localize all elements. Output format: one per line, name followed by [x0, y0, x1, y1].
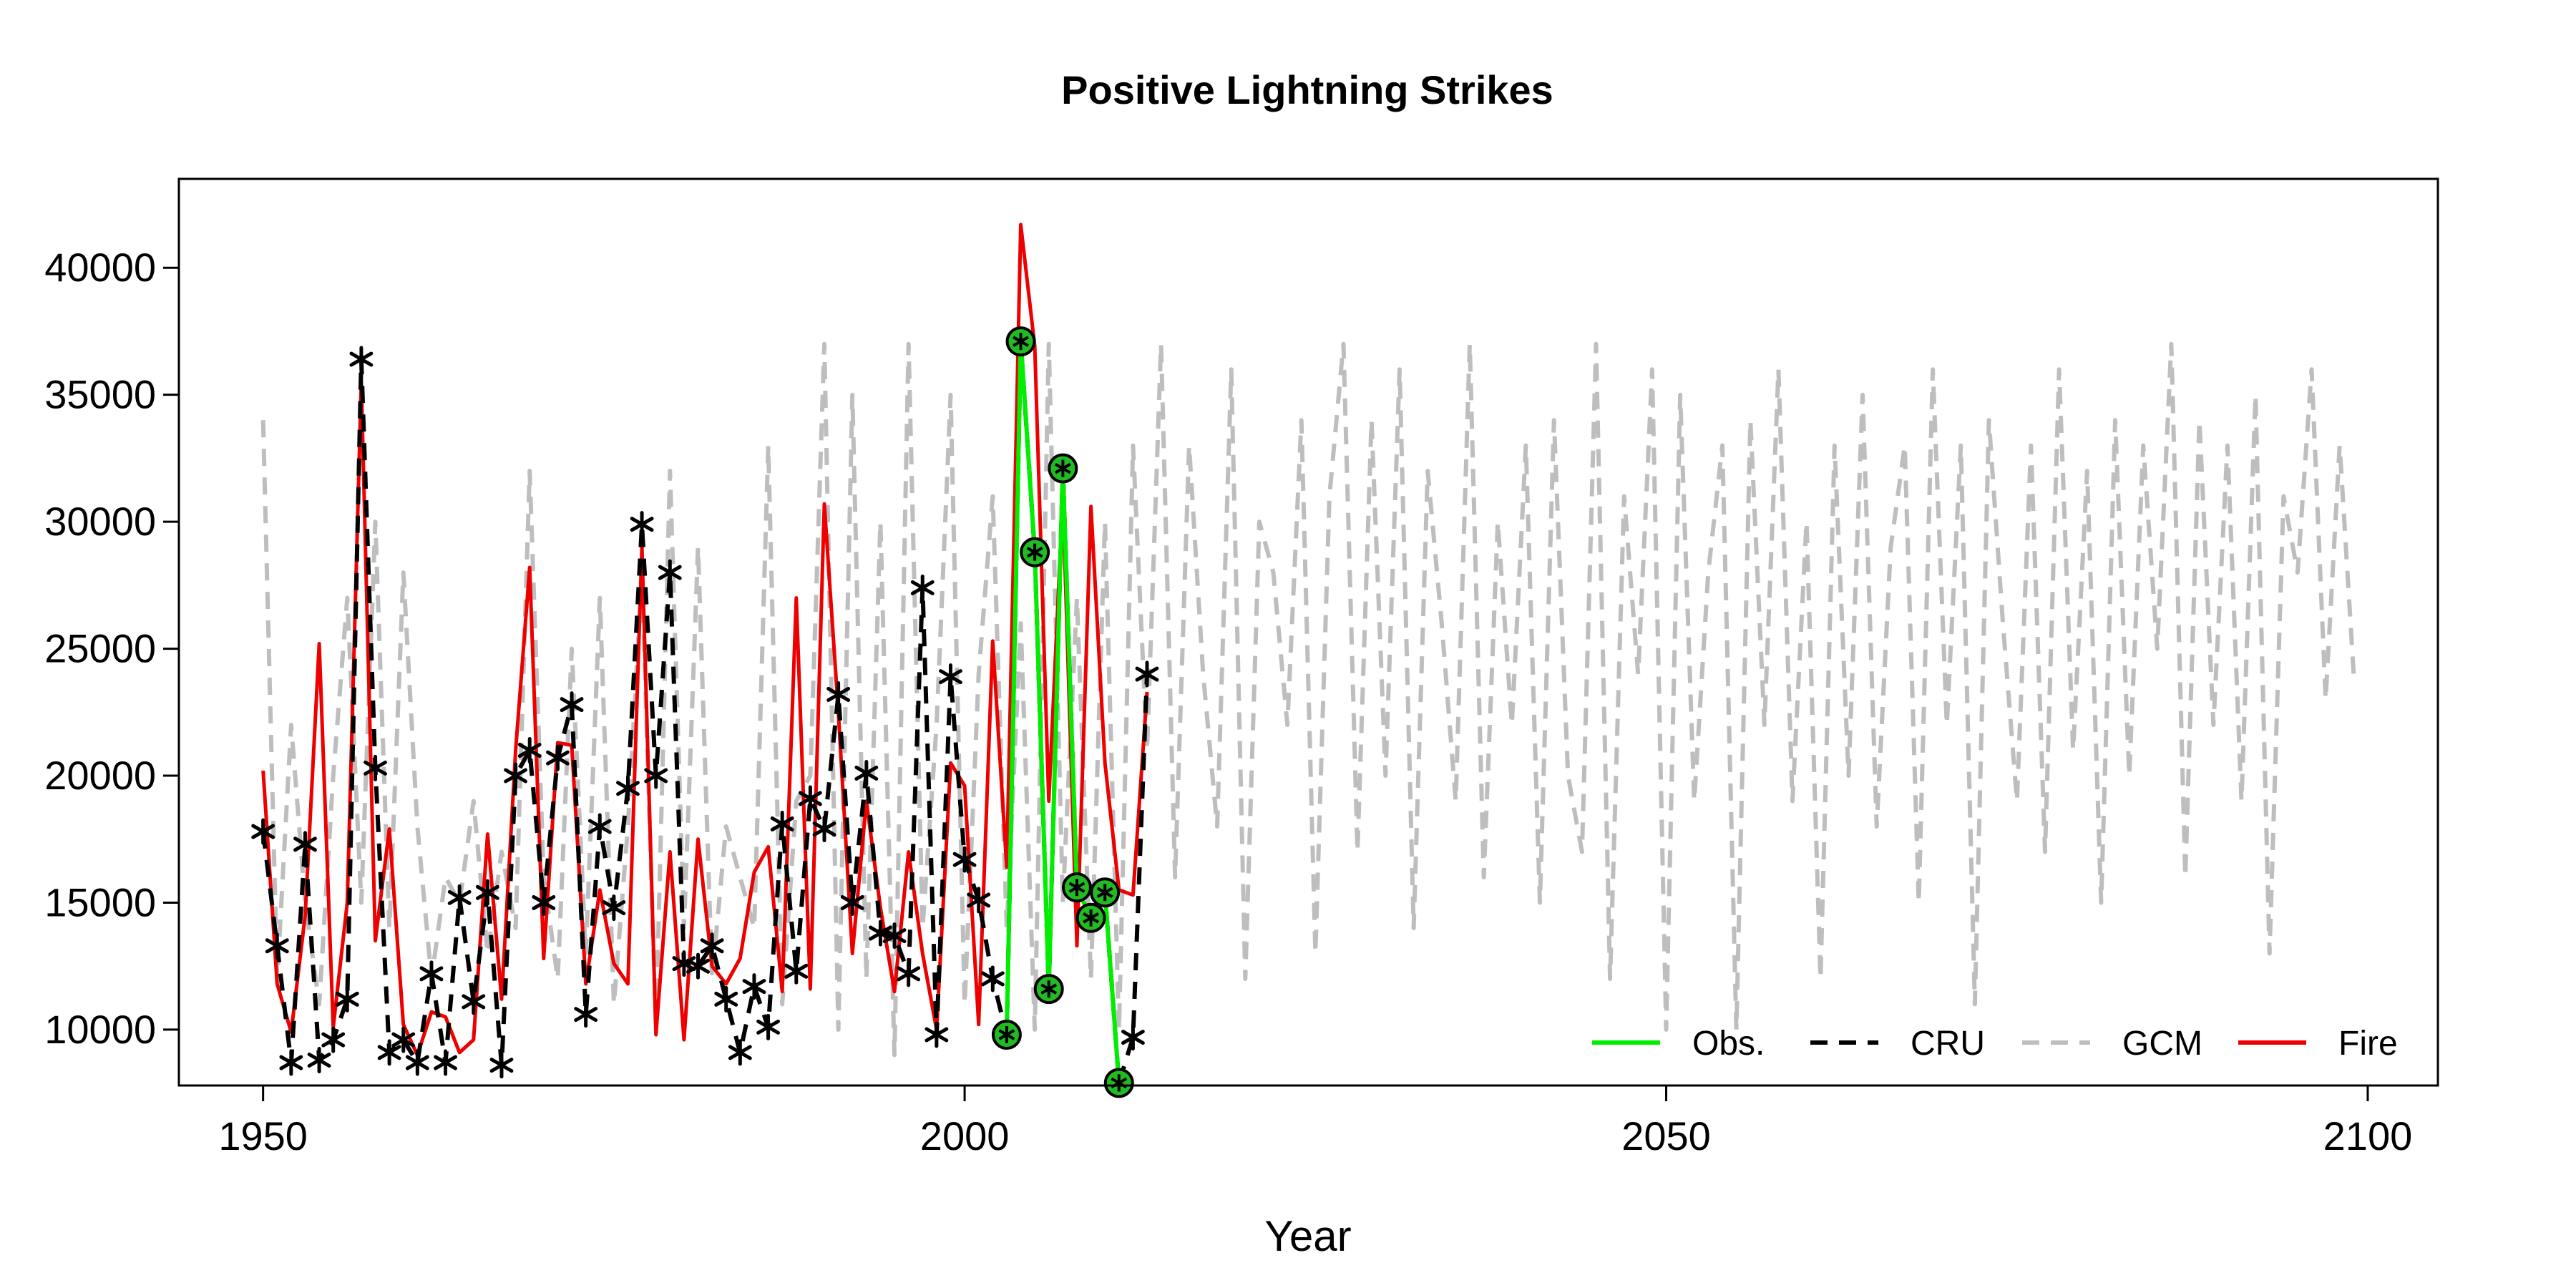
cru-point: [489, 1052, 514, 1079]
cru-point: [265, 932, 289, 960]
cru-point: [967, 887, 991, 914]
cru-point: [546, 744, 570, 771]
cru-point: [364, 754, 387, 781]
cru-point: [756, 1013, 780, 1040]
cru-point: [897, 960, 921, 987]
cru-point: [574, 1001, 598, 1028]
y-tick-label: 20000: [44, 753, 156, 798]
cru-point: [1135, 660, 1159, 688]
fire-line: [261, 223, 1149, 1057]
cru-point: [279, 1049, 303, 1076]
cru-point: [700, 932, 724, 960]
cru-point: [532, 889, 556, 916]
x-axis: 1950 2000 2050 2100: [218, 1084, 2413, 1158]
cru-point: [854, 759, 879, 786]
cru-point: [349, 346, 374, 373]
cru-point: [924, 1021, 949, 1048]
legend-label: CRU: [1911, 1025, 1985, 1063]
legend-item-fire: Fire: [2238, 1025, 2398, 1063]
series-layer: [251, 223, 2356, 1098]
legend-item-cru: CRU: [1810, 1025, 1985, 1063]
cru-point: [405, 1049, 429, 1076]
cru-point: [447, 884, 472, 911]
obs-point: [1005, 326, 1036, 357]
cru-point: [728, 1039, 752, 1066]
cru-point: [560, 691, 584, 718]
y-axis: 10000 15000 20000 25000 30000 35000 40000: [44, 245, 180, 1052]
obs-point: [1033, 974, 1064, 1005]
y-tick-label: 35000: [44, 372, 156, 417]
cru-point: [784, 957, 809, 985]
cru-point: [434, 1049, 457, 1076]
cru-point: [826, 680, 851, 708]
obs-point: [1061, 872, 1092, 903]
legend: Obs. CRU GCM Fire: [1592, 1025, 2398, 1063]
obs-point: [1048, 453, 1078, 484]
cru-point: [672, 950, 696, 977]
gcm-series: [260, 341, 2356, 1058]
cru-point: [686, 952, 710, 980]
legend-label: Obs.: [1692, 1025, 1765, 1063]
cru-point: [1121, 1024, 1145, 1051]
cru-line: [260, 339, 1149, 1085]
x-axis-label: Year: [1264, 1212, 1351, 1260]
chart-title: Positive Lightning Strikes: [1061, 67, 1553, 112]
x-tick-label: 2050: [1621, 1113, 1711, 1158]
cru-point: [714, 985, 738, 1013]
y-tick-label: 40000: [44, 245, 156, 290]
legend-label: Fire: [2338, 1025, 2398, 1063]
cru-point: [770, 810, 794, 837]
y-tick-label: 25000: [44, 626, 156, 671]
cru-point: [587, 813, 612, 840]
fire-series: [261, 223, 1149, 1057]
cru-point: [952, 846, 977, 873]
cru-point: [504, 762, 528, 789]
legend-label: GCM: [2122, 1025, 2202, 1063]
cru-point: [419, 960, 444, 987]
cru-point: [869, 919, 892, 947]
cru-point: [517, 737, 542, 764]
obs-point: [1090, 877, 1121, 908]
cru-point: [910, 574, 935, 601]
cru-point: [307, 1047, 331, 1074]
x-tick-label: 1950: [218, 1113, 308, 1158]
legend-item-gcm: GCM: [2022, 1025, 2202, 1063]
gcm-line: [260, 341, 2356, 1058]
y-tick-label: 15000: [44, 879, 156, 924]
cru-point: [602, 894, 626, 922]
cru-point: [321, 1026, 346, 1053]
cru-point: [812, 816, 836, 843]
obs-series: [991, 326, 1134, 1098]
cru-point: [335, 985, 359, 1013]
cru-point: [293, 831, 317, 858]
legend-item-obs: Obs.: [1592, 1025, 1765, 1063]
obs-point: [991, 1020, 1022, 1050]
cru-point: [939, 663, 962, 691]
cru-point: [980, 965, 1005, 992]
obs-point: [1103, 1068, 1134, 1098]
cru-point: [377, 1039, 401, 1066]
cru-point: [742, 973, 766, 1000]
cru-point: [475, 879, 499, 906]
y-tick-label: 30000: [44, 499, 156, 544]
cru-point: [882, 922, 907, 950]
cru-point: [391, 1026, 416, 1053]
x-tick-label: 2000: [920, 1113, 1010, 1158]
cru-point: [644, 762, 668, 789]
cru-point: [616, 775, 640, 802]
y-tick-label: 10000: [44, 1007, 156, 1052]
cru-point: [462, 988, 486, 1015]
obs-point: [1075, 902, 1106, 933]
cru-point: [251, 818, 275, 845]
obs-point: [1020, 537, 1050, 567]
cru-point: [840, 889, 864, 916]
cru-point: [630, 511, 654, 538]
x-tick-label: 2100: [2323, 1113, 2413, 1158]
cru-point: [798, 785, 822, 812]
cru-point: [658, 559, 682, 586]
